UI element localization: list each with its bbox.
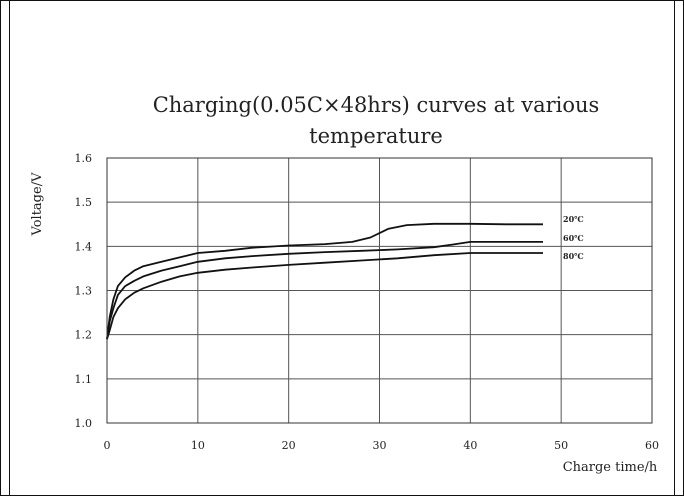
y-tick-labels: 1.0 1.1 1.2 1.3 1.4 1.5 1.6	[75, 152, 93, 430]
y-tick-label: 1.3	[75, 285, 93, 298]
y-axis-label: Voltage/V	[30, 172, 45, 237]
chart-title-line-1: Charging(0.05C×48hrs) curves at various	[153, 93, 600, 117]
x-tick-label: 40	[463, 439, 477, 452]
x-tick-label: 20	[282, 439, 296, 452]
legend-entry-0: 20℃	[563, 214, 584, 224]
x-tick-label: 30	[373, 439, 387, 452]
x-tick-label: 0	[104, 439, 111, 452]
grid-lines	[106, 157, 653, 424]
x-axis-label: Charge time/h	[563, 460, 658, 475]
y-tick-label: 1.6	[75, 152, 93, 165]
legend-entry-1: 60℃	[563, 233, 584, 243]
y-tick-label: 1.0	[75, 417, 93, 430]
plot-area-border	[106, 157, 653, 424]
x-tick-label: 10	[191, 439, 205, 452]
series-lines	[106, 222, 543, 340]
series-line-0	[106, 222, 543, 340]
legend-entry-2: 80℃	[563, 251, 584, 261]
y-tick-label: 1.1	[75, 373, 93, 386]
y-tick-label: 1.2	[75, 329, 93, 342]
chart-title-line-2: temperature	[309, 124, 443, 148]
y-tick-label: 1.4	[75, 240, 93, 253]
y-tick-label: 1.5	[75, 196, 93, 209]
x-tick-labels: 0 10 20 30 40 50 60	[104, 439, 660, 452]
legend: 20℃ 60℃ 80℃	[563, 214, 584, 261]
series-line-1	[106, 241, 543, 340]
x-tick-label: 60	[645, 439, 659, 452]
x-tick-label: 50	[554, 439, 568, 452]
series-line-2	[106, 252, 543, 340]
